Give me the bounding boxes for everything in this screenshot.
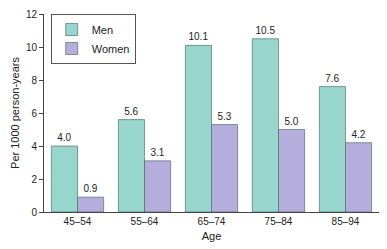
svg-text:85–94: 85–94 bbox=[332, 216, 360, 227]
svg-text:4.2: 4.2 bbox=[351, 129, 365, 140]
svg-text:Women: Women bbox=[92, 43, 130, 55]
svg-text:45–54: 45–54 bbox=[64, 216, 92, 227]
svg-text:6: 6 bbox=[31, 108, 37, 119]
svg-text:Per 1000 person-years: Per 1000 person-years bbox=[9, 57, 21, 169]
svg-text:Age: Age bbox=[202, 230, 222, 242]
svg-text:65–74: 65–74 bbox=[198, 216, 226, 227]
svg-text:10.5: 10.5 bbox=[255, 25, 275, 36]
svg-text:12: 12 bbox=[26, 9, 38, 20]
svg-text:55–64: 55–64 bbox=[131, 216, 159, 227]
svg-text:4.0: 4.0 bbox=[57, 132, 71, 143]
svg-text:0.9: 0.9 bbox=[83, 183, 97, 194]
svg-text:10: 10 bbox=[26, 42, 38, 53]
svg-text:5.0: 5.0 bbox=[284, 116, 298, 127]
svg-text:3.1: 3.1 bbox=[150, 147, 164, 158]
svg-text:0: 0 bbox=[31, 207, 37, 218]
svg-text:2: 2 bbox=[31, 174, 37, 185]
svg-text:Men: Men bbox=[92, 24, 113, 36]
svg-text:75–84: 75–84 bbox=[265, 216, 293, 227]
svg-text:4: 4 bbox=[31, 141, 37, 152]
svg-text:7.6: 7.6 bbox=[325, 73, 339, 84]
svg-text:10.1: 10.1 bbox=[188, 31, 208, 42]
svg-text:5.3: 5.3 bbox=[217, 111, 231, 122]
svg-text:5.6: 5.6 bbox=[124, 106, 138, 117]
svg-text:8: 8 bbox=[31, 75, 37, 86]
